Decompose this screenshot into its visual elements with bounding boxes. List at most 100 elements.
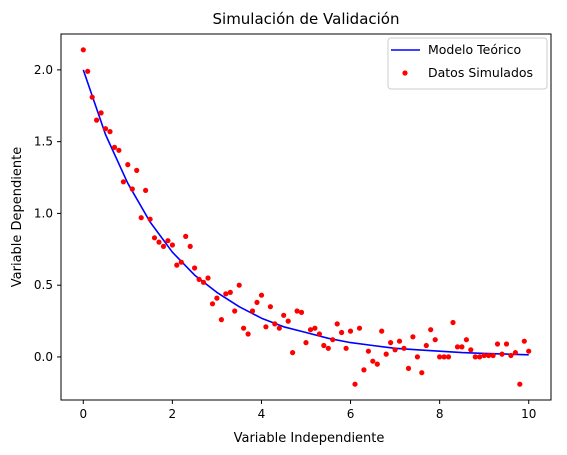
data-point	[503, 341, 510, 347]
data-point	[463, 337, 469, 343]
data-point	[85, 68, 91, 74]
data-point	[151, 235, 158, 241]
data-point	[245, 331, 251, 337]
y-tick-label: 1.0	[34, 206, 53, 220]
data-point	[521, 338, 527, 344]
x-tick-label: 2	[169, 407, 177, 421]
data-point	[437, 354, 443, 360]
data-point	[414, 354, 420, 360]
data-point	[316, 331, 322, 337]
data-point	[454, 344, 461, 350]
chart-title: Simulación de Validación	[213, 10, 400, 28]
data-point	[272, 321, 278, 327]
data-point	[276, 325, 282, 331]
plot-area	[80, 47, 532, 387]
data-point	[236, 282, 242, 288]
data-point	[214, 295, 220, 301]
y-axis: 0.0 0.5 1.0 1.5 2.0	[34, 63, 61, 364]
x-tick-label: 8	[436, 407, 444, 421]
y-tick-label: 2.0	[34, 63, 53, 77]
data-point	[526, 348, 532, 354]
data-point	[512, 350, 519, 356]
data-point	[325, 345, 331, 351]
legend: Modelo Teórico Datos Simulados	[387, 37, 548, 90]
data-point	[445, 354, 452, 360]
data-point	[160, 243, 167, 249]
data-point	[428, 327, 434, 333]
data-point	[192, 265, 198, 271]
data-point	[459, 344, 465, 350]
data-point	[468, 347, 474, 353]
data-point	[94, 117, 100, 123]
data-point	[298, 309, 305, 315]
data-point	[307, 327, 314, 333]
data-point	[339, 329, 345, 336]
data-point	[356, 325, 363, 331]
data-point	[352, 381, 358, 387]
data-point	[232, 308, 238, 314]
data-point	[361, 367, 367, 373]
plot-frame	[60, 33, 552, 401]
data-point	[334, 321, 340, 327]
data-point	[249, 308, 256, 314]
data-point	[263, 324, 269, 330]
data-point	[312, 325, 318, 331]
legend-box	[387, 37, 548, 90]
data-point	[138, 215, 144, 221]
data-point	[472, 354, 478, 360]
data-point	[187, 243, 193, 249]
data-point	[98, 110, 104, 116]
data-point	[178, 259, 184, 265]
data-point	[223, 291, 229, 297]
data-point	[183, 233, 189, 239]
data-point	[241, 325, 247, 331]
data-point	[294, 308, 300, 314]
y-axis-label: Variable Dependiente	[10, 147, 25, 287]
data-point	[405, 365, 412, 371]
data-point	[410, 334, 416, 340]
data-point	[102, 126, 109, 132]
y-tick-label: 1.5	[34, 135, 53, 149]
data-point	[254, 299, 260, 305]
data-point	[499, 351, 505, 357]
data-point	[321, 342, 327, 349]
data-point	[156, 239, 162, 245]
x-tick-label: 10	[521, 407, 536, 421]
data-point	[374, 361, 380, 367]
data-point	[111, 144, 118, 150]
data-point	[205, 275, 211, 281]
data-point	[281, 312, 287, 318]
data-point	[419, 370, 425, 376]
data-point	[508, 352, 514, 359]
data-point	[165, 238, 171, 244]
x-tick-label: 4	[258, 407, 266, 421]
data-point	[290, 350, 296, 356]
data-point	[392, 347, 398, 353]
data-point	[517, 381, 523, 387]
data-point	[450, 319, 456, 326]
data-point	[477, 354, 483, 360]
data-point	[209, 301, 216, 307]
data-point	[365, 348, 371, 354]
data-point	[330, 337, 336, 343]
data-point	[379, 328, 385, 334]
y-tick-label: 0.5	[34, 278, 53, 292]
data-point	[347, 328, 354, 334]
data-point	[80, 47, 86, 53]
data-point	[143, 187, 149, 193]
legend-entry-datos-simulados: Datos Simulados	[428, 65, 533, 80]
data-point	[147, 216, 153, 222]
data-point	[432, 337, 438, 343]
series-line-modelo-teorico	[82, 69, 529, 356]
data-point	[134, 167, 140, 173]
data-point	[486, 352, 492, 359]
y-tick-label: 0.0	[34, 350, 53, 364]
data-point	[494, 341, 501, 347]
x-tick-label: 0	[79, 407, 87, 421]
data-point	[116, 147, 122, 153]
x-tick-label: 6	[347, 407, 355, 421]
legend-entry-modelo-teorico: Modelo Teórico	[428, 42, 521, 57]
data-point	[258, 292, 265, 298]
data-point	[285, 318, 291, 324]
